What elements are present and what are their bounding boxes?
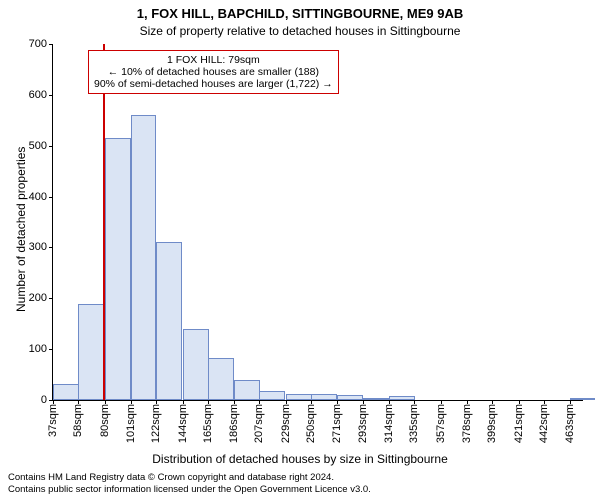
x-tick-label: 399sqm (486, 404, 498, 443)
histogram-bar (105, 138, 131, 400)
histogram-bar (234, 380, 260, 400)
histogram-bar (156, 242, 182, 400)
x-tick-label: 207sqm (253, 404, 265, 443)
x-tick-label: 144sqm (177, 404, 189, 443)
x-tick-label: 165sqm (202, 404, 214, 443)
y-tick-label: 400 (29, 191, 53, 203)
y-tick-label: 600 (29, 89, 53, 101)
histogram-bar (183, 329, 209, 400)
annotation-box: 1 FOX HILL: 79sqm← 10% of detached house… (88, 50, 339, 94)
x-tick-label: 314sqm (383, 404, 395, 443)
y-tick-label: 700 (29, 38, 53, 50)
y-tick-label: 100 (29, 343, 53, 355)
highlight-line (103, 44, 105, 400)
histogram-bar (208, 358, 234, 400)
attribution-footer: Contains HM Land Registry data © Crown c… (8, 472, 371, 496)
histogram-bar (53, 384, 79, 400)
histogram-bar (570, 398, 596, 400)
x-tick-label: 101sqm (125, 404, 137, 443)
y-tick-label: 300 (29, 241, 53, 253)
histogram-bar (286, 394, 312, 400)
x-tick-label: 229sqm (280, 404, 292, 443)
histogram-bar (131, 115, 157, 400)
x-tick-label: 442sqm (538, 404, 550, 443)
histogram-bar (337, 395, 363, 400)
y-tick-label: 500 (29, 140, 53, 152)
histogram-bar (78, 304, 104, 400)
x-tick-label: 378sqm (461, 404, 473, 443)
x-tick-label: 58sqm (72, 404, 84, 437)
chart-subtitle: Size of property relative to detached ho… (0, 24, 600, 38)
x-tick-label: 421sqm (513, 404, 525, 443)
x-tick-label: 186sqm (228, 404, 240, 443)
annotation-line: ← 10% of detached houses are smaller (18… (94, 66, 333, 78)
annotation-line: 1 FOX HILL: 79sqm (94, 54, 333, 66)
x-tick-label: 293sqm (357, 404, 369, 443)
footer-line-2: Contains public sector information licen… (8, 484, 371, 496)
histogram-bar (311, 394, 337, 400)
x-tick-label: 122sqm (150, 404, 162, 443)
x-tick-label: 37sqm (47, 404, 59, 437)
x-tick-label: 80sqm (99, 404, 111, 437)
x-tick-label: 357sqm (435, 404, 447, 443)
x-tick-label: 463sqm (564, 404, 576, 443)
y-axis-label: Number of detached properties (14, 147, 28, 312)
y-tick-label: 200 (29, 292, 53, 304)
annotation-line: 90% of semi-detached houses are larger (… (94, 78, 333, 90)
chart-title: 1, FOX HILL, BAPCHILD, SITTINGBOURNE, ME… (0, 6, 600, 21)
x-tick-label: 250sqm (305, 404, 317, 443)
plot-area: 010020030040050060070037sqm58sqm80sqm101… (52, 44, 583, 401)
x-tick-label: 335sqm (408, 404, 420, 443)
x-axis-label: Distribution of detached houses by size … (0, 452, 600, 466)
footer-line-1: Contains HM Land Registry data © Crown c… (8, 472, 371, 484)
x-tick-label: 271sqm (331, 404, 343, 443)
histogram-bar (389, 396, 415, 400)
histogram-bar (259, 391, 285, 400)
histogram-chart: 1, FOX HILL, BAPCHILD, SITTINGBOURNE, ME… (0, 0, 600, 500)
histogram-bar (363, 398, 389, 400)
